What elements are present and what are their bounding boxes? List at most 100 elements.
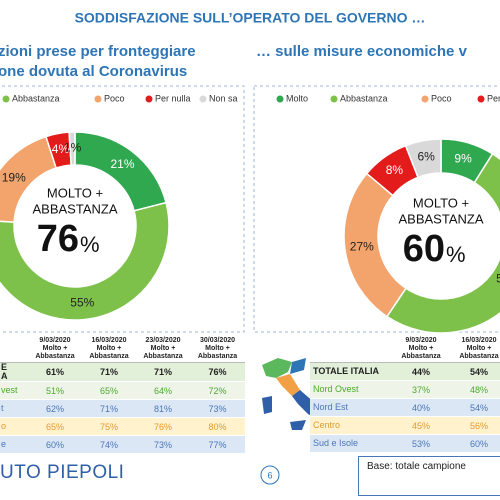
legend-label: Abbastanza bbox=[12, 93, 60, 103]
row-label: t bbox=[0, 399, 28, 418]
header-cell bbox=[0, 336, 28, 363]
map-region bbox=[262, 396, 272, 414]
legend-marker bbox=[330, 95, 338, 103]
legend-label: Abbastanza bbox=[340, 93, 388, 103]
legend-marker bbox=[94, 95, 102, 103]
row-label: e bbox=[0, 435, 28, 454]
donut-slice bbox=[68, 131, 76, 166]
value-label: 8% bbox=[386, 163, 404, 177]
table-cell: 65% bbox=[28, 417, 82, 436]
center-label: MOLTO + bbox=[413, 195, 469, 210]
header-line: Abbastanza bbox=[459, 353, 499, 360]
table-row: Nord Est 40% 54% bbox=[310, 398, 500, 417]
legend-label: Non sa bbox=[209, 93, 238, 103]
table-cell: 65% bbox=[82, 381, 136, 400]
center-label: ABBASTANZA bbox=[398, 211, 483, 226]
table-cell: 64% bbox=[136, 381, 190, 400]
table-cell: 56% bbox=[450, 416, 500, 435]
header-line: 16/03/2020 bbox=[461, 337, 497, 344]
data-table: 9/03/2020 Molto + Abbastanza 16/03/2020 Molt… bbox=[310, 336, 500, 453]
header-line: 23/03/2020 bbox=[145, 337, 181, 344]
map-region bbox=[290, 420, 306, 430]
page-number: 6 bbox=[267, 470, 272, 480]
table-cell: 77% bbox=[190, 435, 245, 454]
header-line: Molto + bbox=[96, 345, 122, 352]
page-badge bbox=[260, 465, 280, 485]
table-cell: 74% bbox=[82, 435, 136, 454]
table-cell: 75% bbox=[82, 417, 136, 436]
header-cell: 9/03/2020 Molto + Abbastanza bbox=[392, 336, 450, 363]
header-line: Molto + bbox=[466, 345, 492, 352]
row-label: o bbox=[0, 417, 28, 436]
value-label: 27% bbox=[350, 239, 374, 253]
header-line: Molto + bbox=[408, 345, 434, 352]
center-unit: % bbox=[446, 242, 466, 267]
subtitle: one dovuta al Coronavirus bbox=[0, 63, 187, 80]
row-label: TOTALE ITALIA bbox=[310, 362, 392, 381]
value-label: 21% bbox=[110, 157, 134, 171]
row-label: Nord Est bbox=[310, 398, 392, 417]
legend-marker bbox=[421, 95, 429, 103]
row-label: Nord Ovest bbox=[310, 380, 392, 399]
value-label: 6% bbox=[417, 150, 435, 164]
center-unit: % bbox=[80, 232, 100, 257]
header-line: Abbastanza bbox=[35, 353, 75, 360]
legend-marker bbox=[199, 95, 207, 103]
center-value: 60 bbox=[403, 228, 445, 270]
left-panel bbox=[0, 85, 245, 333]
header-line: 16/03/2020 bbox=[91, 337, 127, 344]
center-label: MOLTO + bbox=[47, 185, 103, 200]
header-line: Abbastanza bbox=[401, 353, 441, 360]
subtitle: zioni prese per fronteggiare bbox=[0, 43, 196, 60]
table-cell: 48% bbox=[450, 380, 500, 399]
header-cell: 9/03/2020 Molto + Abbastanza bbox=[28, 336, 82, 363]
value-label: 9% bbox=[454, 151, 472, 165]
table-cell: 71% bbox=[82, 399, 136, 418]
row-label: vest bbox=[0, 381, 28, 400]
table-row: Nord Ovest 37% 48% bbox=[310, 380, 500, 399]
table-row: o 65% 75% 76% 80% bbox=[0, 417, 245, 436]
base-note: Base: totale campione bbox=[358, 456, 500, 496]
table-cell: 76% bbox=[190, 362, 245, 382]
subtitle: … sulle misure economiche v bbox=[256, 43, 468, 60]
value-label: 4% bbox=[52, 142, 70, 156]
table-cell: 37% bbox=[392, 380, 450, 399]
legend-marker bbox=[2, 95, 10, 103]
legend-label: Poco bbox=[104, 93, 125, 103]
center-value: 76 bbox=[37, 218, 79, 260]
table-cell: 80% bbox=[190, 417, 245, 436]
table-cell: 60% bbox=[450, 434, 500, 453]
header-line: Abbastanza bbox=[197, 353, 238, 360]
header-line: Molto + bbox=[205, 345, 230, 352]
row-label: E A bbox=[0, 362, 28, 382]
header-line: Molto + bbox=[150, 345, 176, 352]
header-line: 9/03/2020 bbox=[405, 337, 437, 344]
table-cell: 51% bbox=[28, 381, 82, 400]
table-cell: 60% bbox=[28, 435, 82, 454]
brand: UTO PIEPOLI bbox=[0, 462, 125, 483]
donut-slice bbox=[404, 138, 442, 179]
value-label: 55% bbox=[70, 295, 94, 309]
table-cell: 72% bbox=[190, 381, 245, 400]
table-cell: 73% bbox=[190, 399, 245, 418]
header-line: Abbastanza bbox=[89, 353, 129, 360]
table-cell: 61% bbox=[28, 362, 82, 382]
title: SODDISFAZIONE SULL’OPERATO DEL GOVERNO … bbox=[75, 10, 426, 26]
value-label: 19% bbox=[2, 171, 26, 185]
table-cell: 71% bbox=[136, 362, 190, 382]
table-cell: 40% bbox=[392, 398, 450, 417]
center-label: ABBASTANZA bbox=[32, 201, 117, 216]
table-row: Centro 45% 56% bbox=[310, 416, 500, 435]
header-cell bbox=[310, 336, 392, 363]
header-cell: 30/03/2020 Molto + Abbastanza bbox=[190, 336, 245, 363]
table-cell: 54% bbox=[450, 362, 500, 381]
donut-slice bbox=[0, 201, 170, 321]
map-region bbox=[276, 374, 300, 396]
header-line: 9/03/2020 bbox=[39, 337, 71, 344]
header-cell: 23/03/2020 Molto + Abbastanza bbox=[136, 336, 190, 363]
legend-label: Per nulla bbox=[155, 93, 191, 103]
table-cell: 73% bbox=[136, 435, 190, 454]
row-label: Sud e Isole bbox=[310, 434, 392, 453]
